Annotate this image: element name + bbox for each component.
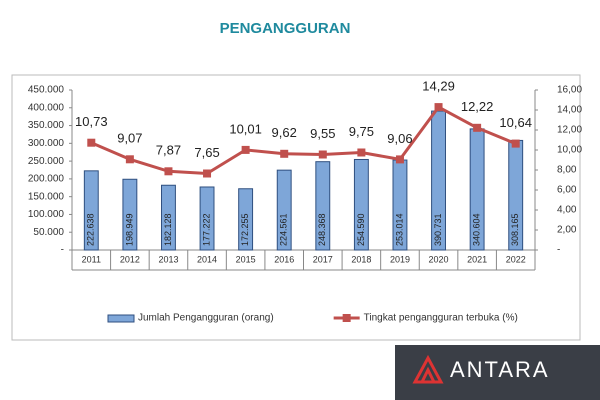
- x-tick-label: 2012: [120, 254, 140, 264]
- legend-marker: [342, 314, 351, 322]
- line-label: 7,65: [194, 145, 219, 160]
- y-tick-label: 50.000: [33, 227, 64, 238]
- line-label: 9,55: [310, 126, 335, 141]
- y-tick-label: 100.000: [28, 209, 65, 220]
- line-label: 14,29: [422, 79, 455, 94]
- bar-label: 254.590: [356, 213, 366, 246]
- line-marker: [87, 138, 96, 147]
- line-label: 9,06: [387, 131, 412, 146]
- bar-label: 308.165: [510, 213, 520, 246]
- line-label: 9,07: [117, 131, 142, 146]
- x-tick-label: 2015: [236, 254, 256, 264]
- x-tick-label: 2014: [197, 254, 217, 264]
- bar-label: 198.949: [124, 213, 134, 246]
- line-marker: [318, 150, 327, 159]
- line-marker: [203, 169, 212, 178]
- legend-swatch: [107, 314, 135, 323]
- y2-tick-label: 4,00: [557, 205, 577, 216]
- x-tick-label: 2021: [467, 254, 487, 264]
- line-label: 12,22: [461, 99, 494, 114]
- y2-tick-label: 16,00: [557, 85, 582, 96]
- y2-tick-label: 6,00: [557, 185, 577, 196]
- bar: [199, 186, 215, 251]
- bar: [353, 158, 369, 251]
- bar-label: 224.561: [279, 213, 289, 246]
- y-tick-label: 250.000: [28, 156, 65, 167]
- y2-tick-label: 8,00: [557, 165, 577, 176]
- bar: [161, 184, 176, 251]
- bar-label: 253.014: [394, 213, 404, 246]
- line-marker: [511, 139, 520, 148]
- x-tick-label: 2016: [274, 254, 294, 264]
- line: [90, 105, 517, 176]
- x-tick-label: 2011: [82, 254, 101, 264]
- bar-label: 172.255: [240, 213, 250, 246]
- y-tick-label: 200.000: [28, 174, 65, 185]
- line-label: 7,87: [156, 143, 181, 158]
- bar-label: 177.222: [201, 213, 211, 246]
- legend-label: Jumlah Pengangguran (orang): [138, 313, 274, 324]
- line-marker: [473, 123, 482, 132]
- y-tick-label: -: [61, 245, 64, 256]
- line-label: 9,75: [349, 124, 374, 139]
- legend-label: Tingkat pengangguran terbuka (%): [364, 313, 518, 324]
- x-tick-label: 2013: [158, 254, 178, 264]
- y2-tick-label: 2,00: [557, 225, 577, 236]
- y-tick-label: 450.000: [28, 85, 65, 96]
- line-label: 10,73: [75, 114, 108, 129]
- line-marker: [164, 167, 173, 176]
- y-tick-label: 400.000: [28, 102, 65, 113]
- watermark: ANTARA: [450, 357, 550, 382]
- watermark-logo: [412, 354, 444, 384]
- x-tick-label: 2022: [506, 254, 526, 264]
- y-tick-label: 300.000: [28, 138, 65, 149]
- x-tick-label: 2019: [390, 254, 410, 264]
- bar: [315, 161, 331, 251]
- chart-frame: [11, 74, 581, 341]
- line-marker: [357, 148, 366, 157]
- line-marker: [241, 145, 250, 154]
- bar: [276, 169, 292, 251]
- bar-label: 390.731: [433, 213, 443, 246]
- y-tick-label: 150.000: [28, 191, 65, 202]
- y2-tick-label: 10,00: [557, 145, 582, 156]
- line-marker: [125, 155, 134, 164]
- y2-tick-label: 14,00: [557, 105, 582, 116]
- chart-title: PENGANGGURAN: [220, 20, 351, 37]
- x-tick-label: 2018: [351, 254, 371, 264]
- bar-label: 248.368: [317, 213, 327, 246]
- bar: [83, 170, 99, 251]
- bar: [122, 178, 138, 251]
- line-marker: [280, 149, 289, 158]
- x-tick-label: 2017: [313, 254, 333, 264]
- line-label: 9,62: [272, 125, 297, 140]
- line-label: 10,01: [229, 121, 262, 136]
- bar-label: 222.638: [86, 213, 96, 246]
- y2-tick-label: 12,00: [557, 125, 582, 136]
- line-label: 10,64: [499, 115, 532, 130]
- line-marker: [434, 103, 443, 112]
- y-tick-label: 350.000: [28, 120, 65, 131]
- x-tick-label: 2020: [429, 254, 449, 264]
- bar-label: 182.128: [163, 213, 173, 246]
- bar: [238, 188, 254, 251]
- y2-tick-label: -: [557, 245, 560, 256]
- bar-label: 340.604: [472, 213, 482, 246]
- line-marker: [395, 155, 404, 164]
